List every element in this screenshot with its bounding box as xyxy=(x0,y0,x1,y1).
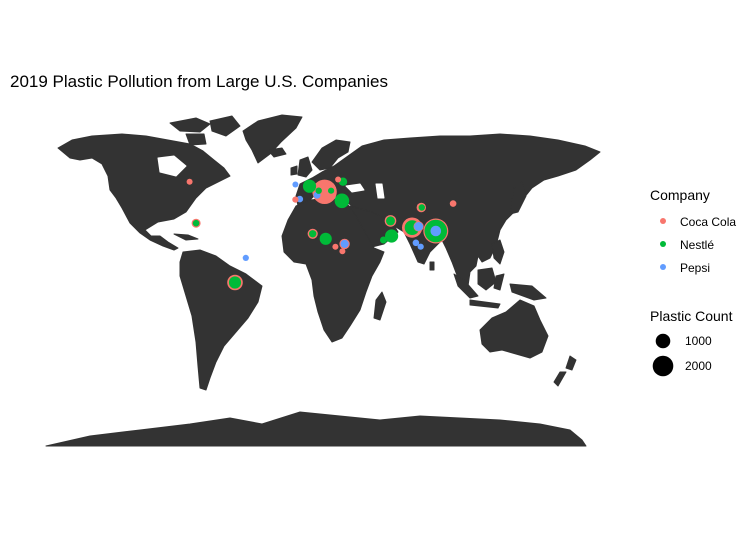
legend-label-size-2000: 2000 xyxy=(685,359,712,373)
legend-size-key-2000 xyxy=(652,355,674,377)
legend-key-pepsi xyxy=(660,264,666,270)
data-point-coca-cola-0 xyxy=(186,178,193,185)
data-point-pepsi-4 xyxy=(414,222,424,231)
data-point-nestl--9 xyxy=(386,216,395,226)
legend-title-plastic-count: Plastic Count xyxy=(650,308,733,324)
data-point-nestl--14 xyxy=(228,276,242,289)
data-point-nestl--5 xyxy=(418,204,425,211)
legend-key-nestl- xyxy=(660,241,666,247)
data-point-nestl--7 xyxy=(309,230,317,238)
data-point-nestl--0 xyxy=(302,179,317,193)
legend-label-pepsi: Pepsi xyxy=(680,261,711,275)
legend-label-size-1000: 1000 xyxy=(685,334,712,348)
legend-size-key-1000 xyxy=(655,333,671,349)
data-point-pepsi-6 xyxy=(417,243,424,250)
data-point-coca-cola-5 xyxy=(449,200,457,207)
data-point-pepsi-7 xyxy=(430,225,442,237)
data-point-coca-cola-3 xyxy=(292,196,299,203)
data-point-pepsi-5 xyxy=(412,239,420,247)
data-point-nestl--8 xyxy=(319,232,332,245)
world-map-land xyxy=(45,114,601,447)
data-point-nestl--4 xyxy=(334,193,350,209)
data-point-nestl--6 xyxy=(192,219,200,227)
data-point-nestl--11 xyxy=(380,236,387,244)
chart-title: 2019 Plastic Pollution from Large U.S. C… xyxy=(10,72,388,91)
legend-keys-layer xyxy=(652,218,674,377)
legend-key-coca-cola xyxy=(660,218,666,224)
data-point-coca-cola-9 xyxy=(339,248,346,255)
legend-title-company: Company xyxy=(650,187,710,203)
data-point-nestl--2 xyxy=(328,187,335,194)
data-point-nestl--1 xyxy=(315,187,322,194)
data-point-pepsi-8 xyxy=(242,254,249,261)
data-point-coca-cola-8 xyxy=(332,243,339,250)
data-point-pepsi-0 xyxy=(292,181,299,188)
data-point-pepsi-3 xyxy=(340,239,349,248)
data-point-nestl--10 xyxy=(385,229,399,243)
data-points-layer xyxy=(186,176,457,291)
legend-label-nestle: Nestlé xyxy=(680,238,715,252)
data-point-coca-cola-1 xyxy=(335,176,342,183)
legend-label-coca-cola: Coca Cola xyxy=(680,215,737,229)
